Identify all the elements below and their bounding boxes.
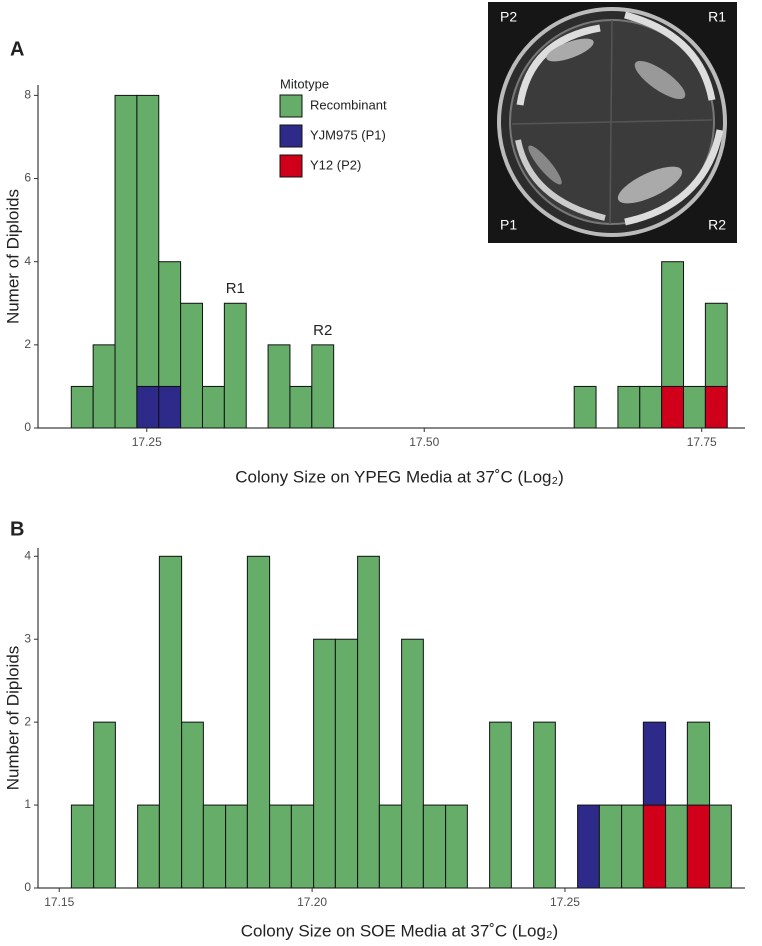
bar (683, 385, 706, 429)
bar (223, 302, 247, 429)
legend-swatch (279, 124, 303, 148)
y-tick-label: 0 (24, 420, 31, 434)
bar (445, 804, 468, 889)
legend-title: Mitotype (280, 76, 329, 91)
bar (422, 804, 447, 889)
x-axis-label: Colony Size on YPEG Media at 37˚C (Log₂) (235, 467, 564, 486)
y-tick-label: 0 (24, 880, 31, 894)
bar (661, 261, 685, 387)
y-tick-label: 3 (24, 631, 31, 645)
bar (334, 638, 359, 889)
y-axis-label: Number of Diploids (3, 646, 22, 791)
bar (269, 804, 292, 889)
bar (136, 385, 160, 429)
y-tick-label: 8 (24, 88, 31, 102)
bar (180, 302, 203, 429)
bar (709, 804, 732, 889)
bar (181, 721, 204, 889)
bar (621, 804, 644, 889)
x-tick-label: 17.15 (44, 895, 74, 909)
legend-label: YJM975 (P1) (310, 127, 386, 142)
bar (137, 804, 160, 889)
bar (114, 94, 138, 429)
bar (289, 385, 313, 429)
inset-label: P2 (500, 9, 517, 25)
bar (704, 302, 728, 387)
y-tick-label: 4 (24, 254, 31, 268)
annotation: R1 (226, 280, 245, 297)
inset-label: P1 (500, 217, 517, 233)
legend-label: Recombinant (310, 97, 387, 112)
legend-swatch (279, 94, 303, 118)
y-tick-label: 1 (24, 797, 31, 811)
bar (704, 385, 728, 429)
bar (136, 94, 160, 387)
y-tick-label: 6 (24, 171, 31, 185)
bar (92, 344, 116, 429)
bar (642, 804, 667, 889)
bar (158, 555, 183, 889)
y-tick-label: 2 (24, 337, 31, 351)
bar (401, 638, 424, 889)
bar (267, 344, 291, 429)
x-axis-label: Colony Size on SOE Media at 37˚C (Log₂) (241, 921, 558, 940)
bar (313, 638, 336, 889)
x-tick-label: 17.25 (550, 895, 580, 909)
x-tick-label: 17.25 (132, 435, 162, 449)
bar (290, 804, 315, 889)
x-tick-label: 17.20 (297, 895, 327, 909)
bar (661, 385, 685, 429)
bar (93, 721, 116, 889)
bar (642, 721, 667, 806)
bar (357, 555, 380, 889)
bar (378, 804, 403, 889)
bar (573, 385, 597, 429)
bar (665, 804, 688, 889)
bar (70, 385, 94, 429)
panel-label: A (10, 38, 24, 60)
bar (533, 721, 556, 889)
bar (201, 385, 225, 429)
y-tick-label: 2 (24, 714, 31, 728)
bar (489, 721, 512, 889)
bar (598, 804, 623, 889)
bar (617, 385, 641, 429)
inset-label: R2 (708, 217, 726, 233)
bar (225, 804, 248, 889)
inset-label: R1 (708, 9, 726, 25)
bar (246, 555, 271, 889)
bar (639, 385, 663, 429)
bar (158, 261, 182, 387)
y-axis-label: Numer of Diploids (3, 189, 22, 324)
bar (686, 721, 711, 806)
inset-photo (488, 2, 737, 243)
panel-label: B (10, 518, 24, 540)
x-tick-label: 17.75 (687, 435, 717, 449)
bar (158, 385, 182, 429)
bar (686, 804, 711, 889)
legend-swatch (279, 154, 303, 178)
y-tick-label: 4 (24, 548, 31, 562)
annotation: R2 (313, 322, 332, 339)
bar (311, 344, 335, 429)
bar (577, 804, 600, 889)
x-tick-label: 17.50 (409, 435, 439, 449)
bar (202, 804, 227, 889)
legend-label: Y12 (P2) (310, 157, 361, 172)
bar (70, 804, 95, 889)
